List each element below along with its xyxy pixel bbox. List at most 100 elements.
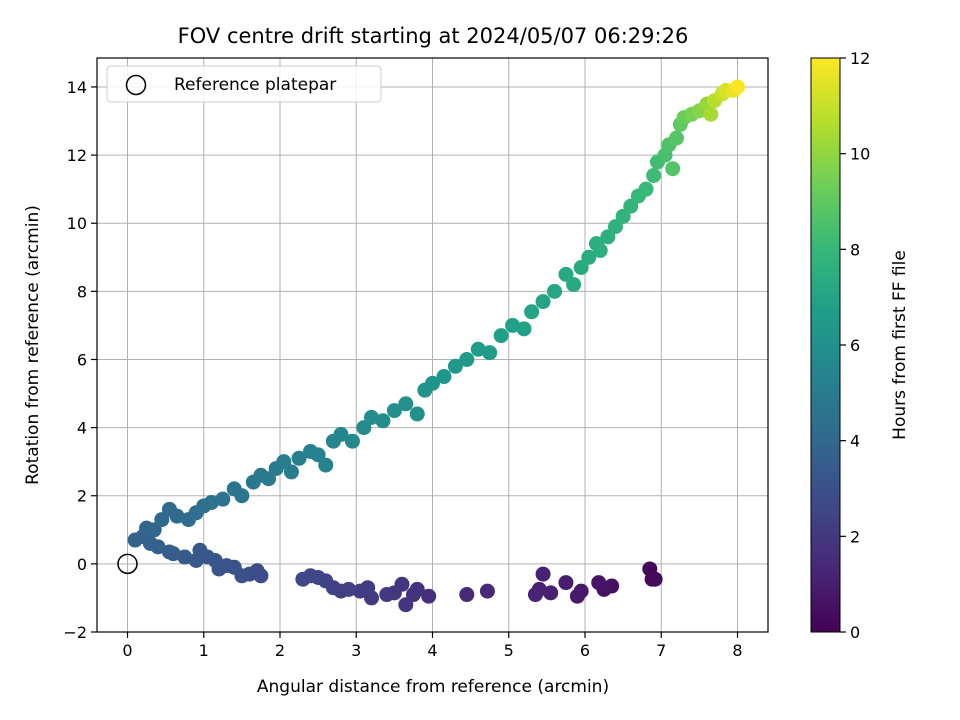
legend-entry-reference: Reference platepar — [174, 75, 336, 95]
data-point — [333, 426, 349, 442]
x-tick-label: 2 — [275, 641, 285, 660]
data-point — [310, 447, 326, 463]
data-point — [482, 345, 498, 361]
colorbar-tick-label: 2 — [850, 527, 860, 546]
data-point — [479, 583, 495, 599]
colorbar-tick-label: 10 — [850, 145, 870, 164]
x-tick-label: 6 — [580, 641, 590, 660]
data-point — [505, 317, 521, 333]
y-tick-label: 10 — [67, 214, 87, 233]
data-point — [524, 304, 540, 320]
data-point — [409, 406, 425, 422]
colorbar-tick-label: 4 — [850, 432, 860, 451]
data-point — [188, 552, 204, 568]
y-tick-label: 12 — [67, 146, 87, 165]
scatter-points — [117, 79, 745, 613]
x-tick-label: 0 — [122, 641, 132, 660]
data-point — [558, 266, 574, 282]
data-point — [425, 375, 440, 391]
y-tick-label: 14 — [67, 78, 87, 97]
colorbar-ticks: 0 2 4 6 8 10 12 — [840, 49, 870, 642]
data-point — [592, 242, 608, 258]
data-point — [405, 587, 421, 603]
data-point — [459, 351, 475, 367]
colorbar-label: Hours from first FF file — [890, 250, 910, 440]
data-point — [447, 358, 463, 374]
data-point — [470, 341, 486, 357]
x-tick-label: 7 — [656, 641, 666, 660]
x-tick-label: 3 — [351, 641, 361, 660]
data-point — [318, 457, 334, 473]
colorbar — [810, 57, 841, 633]
data-point — [581, 249, 597, 265]
data-point — [161, 544, 177, 560]
data-point — [177, 549, 193, 565]
data-point — [669, 130, 684, 146]
y-tick-label: 4 — [77, 419, 87, 438]
data-point — [608, 219, 623, 235]
data-point — [543, 585, 559, 601]
data-point — [573, 260, 589, 276]
data-point — [516, 321, 532, 337]
data-point — [344, 433, 360, 449]
data-point — [295, 571, 311, 587]
legend: Reference platepar — [106, 65, 382, 103]
data-point — [379, 587, 395, 603]
colorbar-tick-label: 6 — [850, 336, 860, 355]
data-point — [154, 512, 170, 528]
data-point — [591, 575, 607, 591]
x-axis-label: Angular distance from reference (arcmin) — [257, 677, 609, 697]
data-point — [535, 294, 551, 310]
y-axis-label: Rotation from reference (arcmin) — [23, 205, 43, 485]
data-point — [535, 566, 551, 582]
data-point — [375, 413, 391, 429]
y-tick-label: 8 — [77, 282, 87, 301]
x-tick-label: 1 — [199, 641, 209, 660]
data-point — [665, 161, 681, 177]
y-tick-label: 2 — [77, 487, 87, 506]
data-point — [566, 277, 582, 293]
x-tick-label: 4 — [427, 641, 437, 660]
colorbar-tick-label: 8 — [850, 240, 860, 259]
data-point — [364, 409, 379, 425]
data-point — [638, 181, 654, 197]
data-point — [146, 522, 162, 538]
data-point — [398, 597, 414, 613]
data-point — [459, 587, 475, 603]
data-point — [169, 508, 185, 524]
data-point — [436, 369, 452, 385]
data-point — [291, 450, 307, 466]
data-point — [646, 168, 662, 184]
data-point — [703, 106, 719, 122]
data-point — [615, 208, 631, 224]
colorbar-tick-label: 0 — [850, 623, 860, 642]
data-point — [730, 79, 745, 95]
y-tick-label: 0 — [77, 555, 87, 574]
y-tick-label: −2 — [63, 623, 87, 642]
data-point — [215, 491, 231, 507]
data-point — [558, 575, 574, 591]
data-point — [569, 588, 585, 604]
colorbar-tick-label: 12 — [850, 49, 870, 68]
data-point — [203, 495, 219, 511]
data-point — [386, 403, 402, 419]
chart-title: FOV centre drift starting at 2024/05/07 … — [178, 24, 689, 48]
data-point — [261, 471, 277, 487]
data-point — [527, 587, 543, 603]
data-point — [283, 464, 299, 480]
data-point — [647, 571, 663, 587]
data-point — [547, 283, 562, 299]
data-point — [276, 454, 292, 470]
data-point — [398, 396, 414, 412]
y-axis-ticks: −2 0 2 4 6 8 10 12 14 — [63, 78, 97, 642]
legend-box — [106, 65, 382, 103]
data-point — [356, 420, 372, 436]
data-point — [234, 488, 250, 504]
y-tick-label: 6 — [77, 350, 87, 369]
data-point — [127, 532, 143, 548]
data-point — [421, 588, 437, 604]
legend-reference-marker — [125, 74, 147, 96]
data-point — [623, 198, 639, 214]
data-point — [493, 328, 509, 344]
